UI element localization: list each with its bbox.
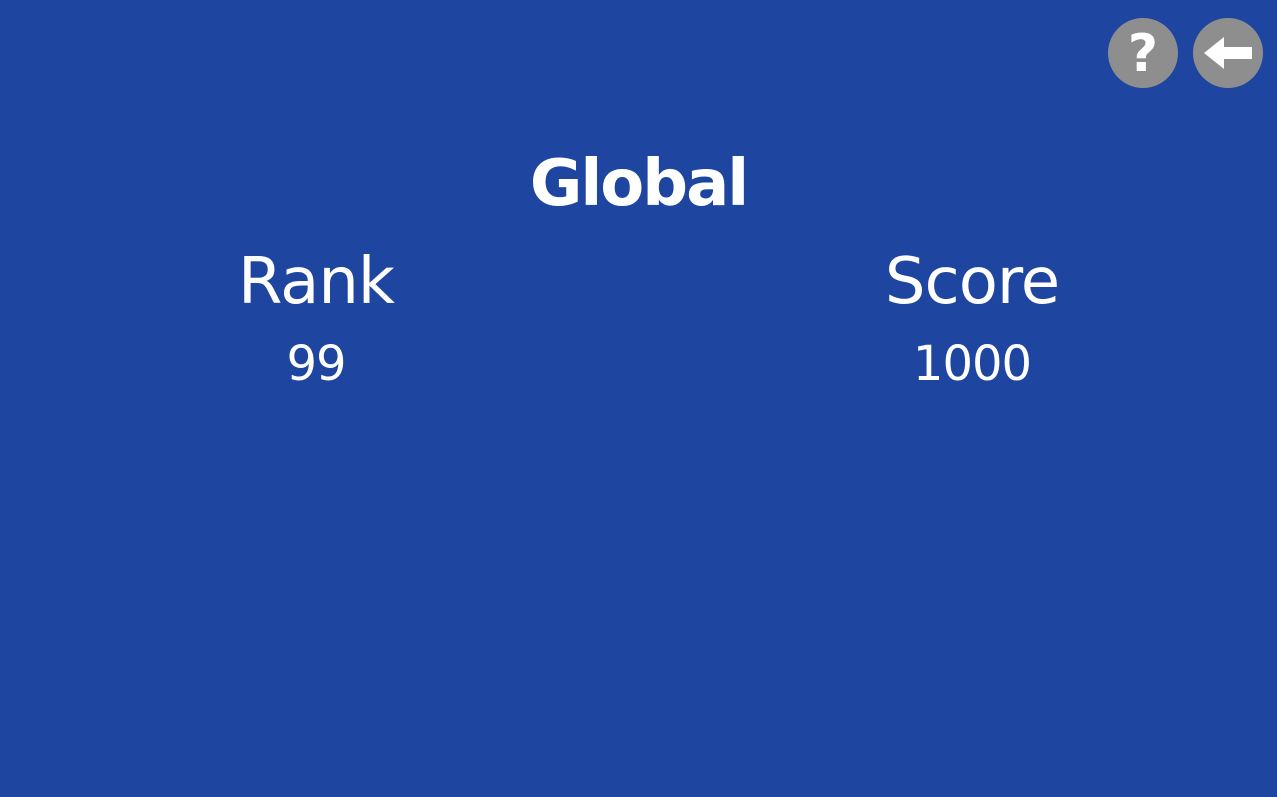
score-label: Score — [884, 245, 1060, 319]
rank-column: Rank 99 — [116, 250, 516, 388]
back-button[interactable] — [1193, 18, 1263, 88]
score-value: 1000 — [912, 336, 1032, 392]
rank-label: Rank — [238, 245, 395, 319]
rank-value: 99 — [286, 336, 346, 392]
leaderboard-title: Global — [529, 147, 749, 221]
left-arrow-icon — [1204, 37, 1252, 69]
question-mark-icon: ? — [1127, 24, 1159, 84]
score-column: Score 1000 — [772, 250, 1172, 388]
help-button[interactable]: ? — [1108, 18, 1178, 88]
